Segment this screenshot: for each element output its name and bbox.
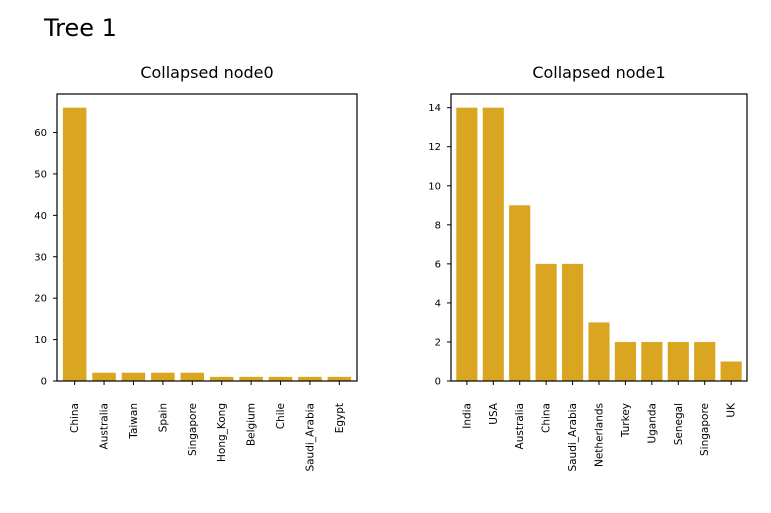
bar-singapore: [694, 341, 716, 381]
y-tick-label: 50: [34, 169, 47, 180]
y-tick-label: 8: [435, 220, 441, 231]
x-tick-label: Belgium: [246, 403, 258, 446]
x-tick-label: China: [541, 403, 553, 433]
x-tick-label: USA: [488, 402, 500, 425]
x-tick-label: Hong_Kong: [216, 403, 228, 462]
x-tick-label: Australia: [514, 403, 526, 449]
bar-senegal: [667, 341, 689, 381]
x-tick-label: UK: [726, 402, 738, 418]
x-tick-label: Uganda: [646, 403, 658, 444]
y-tick-label: 2: [435, 337, 441, 348]
x-tick-label: Netherlands: [594, 403, 606, 467]
y-tick-label: 10: [34, 335, 47, 346]
figure-title: Tree 1: [44, 14, 117, 42]
bar-spain: [151, 372, 175, 381]
bar-australia: [92, 372, 116, 381]
y-tick-label: 4: [435, 298, 441, 309]
bar-taiwan: [121, 372, 146, 381]
bar-turkey: [614, 341, 636, 381]
y-tick-label: 12: [428, 142, 441, 153]
bar-saudi-arabia: [298, 376, 322, 381]
chart-title: Collapsed node0: [140, 63, 273, 82]
y-tick-label: 60: [34, 128, 47, 139]
x-tick-label: Egypt: [334, 403, 346, 433]
bar-singapore: [180, 372, 205, 381]
bar-china: [62, 107, 87, 382]
x-tick-label: Singapore: [187, 403, 199, 456]
bar-china: [535, 263, 557, 381]
y-tick-label: 14: [428, 103, 441, 114]
bar-netherlands: [588, 322, 610, 381]
chart-panel-node1: Collapsed node1 0 2 4 6 8 10 12 14 India USA Austr…: [428, 63, 748, 472]
bar-usa: [482, 107, 504, 382]
x-tick-label: Australia: [99, 403, 111, 449]
x-tick-label: China: [69, 403, 81, 433]
bar-india: [456, 107, 478, 382]
x-tick-label: Spain: [157, 403, 169, 432]
bar-uganda: [641, 341, 663, 381]
bar-belgium: [239, 376, 263, 381]
x-tick-label: Taiwan: [128, 403, 140, 440]
y-tick-label: 6: [435, 259, 441, 270]
axes-frame: [56, 93, 358, 382]
x-tick-label: Senegal: [673, 403, 685, 445]
x-tick-label: Saudi_Arabia: [304, 403, 316, 472]
x-tick-label: India: [461, 403, 473, 429]
x-tick-label: Turkey: [620, 403, 632, 438]
y-tick-label: 30: [34, 252, 47, 263]
x-tick-label: Saudi_Arabia: [567, 403, 579, 472]
bar-australia: [509, 205, 531, 381]
y-tick-label: 20: [34, 294, 47, 305]
chart-title: Collapsed node1: [532, 63, 665, 82]
y-tick-label: 0: [41, 377, 47, 388]
x-tick-label: Singapore: [699, 403, 711, 456]
y-tick-label: 10: [428, 181, 441, 192]
bar-hong-kong: [209, 376, 234, 381]
y-tick-label: 40: [34, 211, 47, 222]
bar-saudi-arabia: [562, 263, 584, 381]
bar-uk: [720, 361, 742, 381]
y-tick-label: 0: [435, 377, 441, 388]
x-tick-label: Chile: [275, 403, 287, 429]
bar-egypt: [327, 376, 352, 381]
chart-panel-node0: Collapsed node0 0 10 20 30 40 50 60 China Austra…: [34, 63, 358, 472]
bar-chile: [268, 376, 293, 381]
